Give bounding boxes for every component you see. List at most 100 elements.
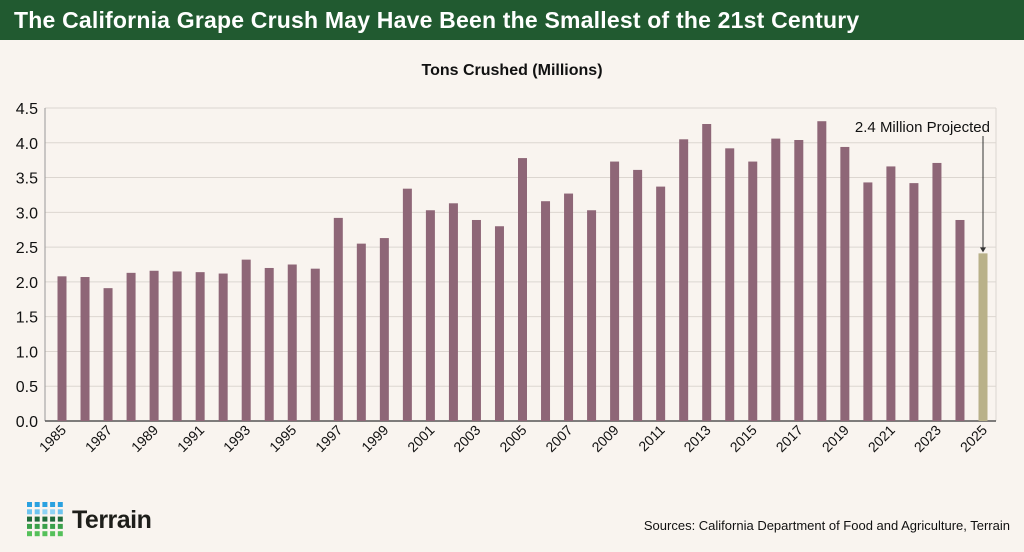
logo-dot xyxy=(57,523,63,529)
bar-1994 xyxy=(264,267,274,421)
bar-2002 xyxy=(448,203,458,421)
bar-1991 xyxy=(195,272,205,421)
logo-dot xyxy=(50,516,56,522)
bar-2017 xyxy=(794,139,804,422)
bar-2001 xyxy=(425,210,435,421)
bar-2008 xyxy=(587,210,597,421)
x-tick-label: 2015 xyxy=(727,422,760,455)
bar-1995 xyxy=(287,264,297,421)
x-tick-label: 2017 xyxy=(773,422,806,455)
logo-dot xyxy=(57,531,63,537)
logo-dot xyxy=(27,523,32,529)
bar-2013 xyxy=(702,123,712,422)
y-tick-label: 2.0 xyxy=(16,275,38,292)
logo-dot xyxy=(27,516,32,522)
x-tick-label: 2019 xyxy=(819,422,852,455)
bar-2012 xyxy=(679,139,689,422)
bar-2006 xyxy=(541,201,551,421)
bar-2016 xyxy=(771,138,781,422)
x-tick-label: 2013 xyxy=(680,422,713,455)
bar-1998 xyxy=(356,243,366,421)
logo-dot xyxy=(57,516,63,522)
banner-title: The California Grape Crush May Have Been… xyxy=(0,0,1024,40)
annotation-arrowhead xyxy=(980,247,986,253)
bar-chart: 0.0 0.5 1.0 1.5 2.0 2.5 3.0 3.5 4.0 4.5 1985 1987 19… xyxy=(16,101,997,455)
sources-note: Sources: California Department of Food a… xyxy=(643,518,1010,533)
bar-1987 xyxy=(103,288,113,421)
bar-2022 xyxy=(909,183,919,421)
bar-2019 xyxy=(840,146,850,421)
logo-text: Terrain xyxy=(72,506,152,534)
bar-2015 xyxy=(748,161,758,421)
logo-dot xyxy=(42,531,48,537)
logo-dot xyxy=(42,516,48,522)
x-tick-label: 2023 xyxy=(911,422,944,455)
logo-dot xyxy=(34,509,40,515)
bar-1986 xyxy=(80,277,90,421)
x-tick-label: 1985 xyxy=(36,422,69,455)
y-tick-label: 2.5 xyxy=(16,240,38,257)
bar-2025 xyxy=(978,253,988,421)
logo-dot xyxy=(57,509,63,515)
chart-title: Tons Crushed (Millions) xyxy=(421,62,603,79)
bar-2005 xyxy=(518,158,527,421)
logo-dot xyxy=(27,509,32,515)
bar-1988 xyxy=(126,272,136,421)
x-tick-label: 2021 xyxy=(865,422,898,455)
logo-dot xyxy=(57,502,63,507)
x-tick-label: 1989 xyxy=(128,422,161,455)
x-tick-label: 2003 xyxy=(450,422,483,455)
logo-dot xyxy=(42,509,48,515)
x-tick-label: 1991 xyxy=(174,422,207,455)
bar-2023 xyxy=(932,162,942,421)
logo-dot xyxy=(50,523,56,529)
x-tick-label: 2025 xyxy=(957,422,990,455)
y-tick-label: 1.5 xyxy=(16,310,38,327)
bar-2018 xyxy=(817,121,827,422)
bar-2000 xyxy=(402,188,412,421)
logo-dot xyxy=(34,516,40,522)
y-tick-label: 4.5 xyxy=(16,101,38,118)
logo-dot xyxy=(42,502,48,507)
bar-2014 xyxy=(725,148,735,421)
x-tick-label: 1995 xyxy=(266,422,299,455)
logo-dot xyxy=(50,531,56,537)
terrain-logo-icon xyxy=(27,502,63,537)
bar-1996 xyxy=(310,268,320,421)
x-tick-label: 1999 xyxy=(358,422,391,455)
bar-2020 xyxy=(863,182,873,421)
bar-2021 xyxy=(886,166,896,421)
logo-dot xyxy=(34,523,40,529)
logo-dot xyxy=(34,502,40,507)
x-tick-label: 2001 xyxy=(404,422,437,455)
x-tick-label: 1987 xyxy=(82,422,115,455)
bar-2024 xyxy=(955,219,965,421)
bar-2011 xyxy=(656,186,666,421)
y-tick-label: 1.0 xyxy=(16,344,38,361)
x-tick-label: 2005 xyxy=(496,422,529,455)
bar-2007 xyxy=(564,193,574,421)
annotation-label: 2.4 Million Projected xyxy=(855,119,990,136)
logo-dot xyxy=(50,509,56,515)
logo-dot xyxy=(50,502,56,507)
x-tick-label: 2009 xyxy=(588,422,621,455)
bar-2004 xyxy=(494,226,504,421)
bar-1999 xyxy=(379,238,389,421)
y-tick-label: 3.0 xyxy=(16,205,38,222)
bar-2010 xyxy=(633,169,643,421)
logo-dot xyxy=(27,502,32,507)
bar-1989 xyxy=(149,270,159,421)
bar-1985 xyxy=(57,276,67,421)
y-tick-label: 0.5 xyxy=(16,379,38,396)
bar-1992 xyxy=(218,273,228,421)
y-tick-label: 4.0 xyxy=(16,136,38,153)
logo-dot xyxy=(34,531,40,537)
logo-dot xyxy=(42,523,48,529)
x-tick-label: 1997 xyxy=(312,422,345,455)
bar-1997 xyxy=(333,217,343,421)
x-tick-label: 2011 xyxy=(635,422,668,455)
x-tick-label: 2007 xyxy=(542,422,575,455)
bar-2009 xyxy=(610,161,620,421)
y-tick-label: 0.0 xyxy=(16,414,38,431)
bar-2003 xyxy=(471,219,481,421)
